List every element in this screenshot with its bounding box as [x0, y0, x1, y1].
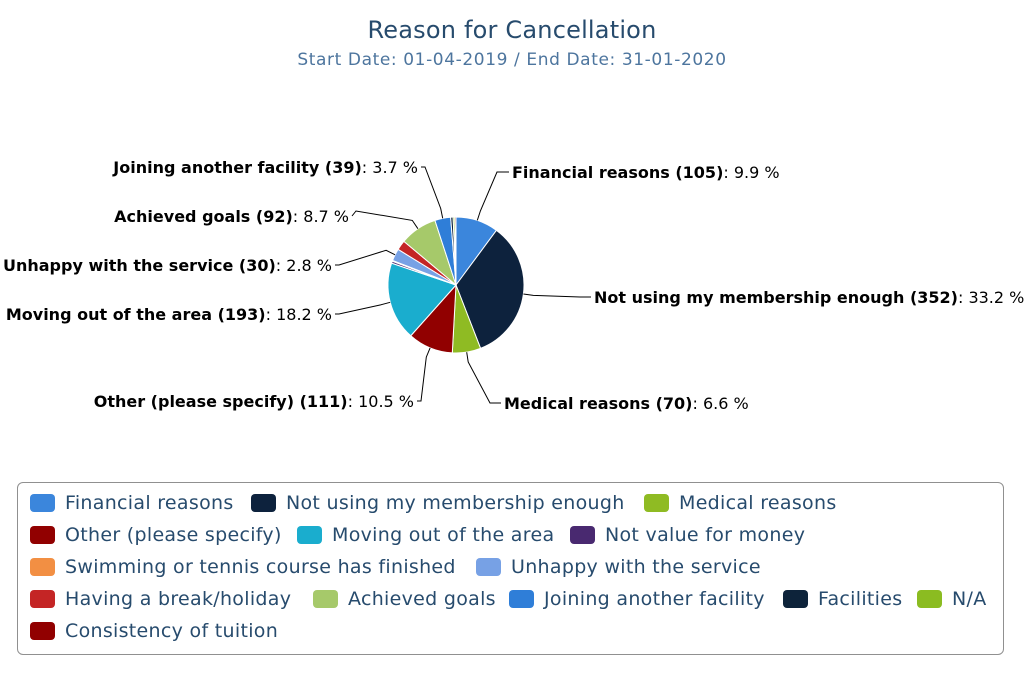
legend-label: Medical reasons: [679, 492, 837, 514]
legend-item[interactable]: Achieved goals: [313, 588, 496, 610]
legend-label: Joining another facility: [544, 588, 765, 610]
legend-item[interactable]: Other (please specify): [30, 524, 282, 546]
legend-item[interactable]: Swimming or tennis course has finished: [30, 556, 456, 578]
legend-label: Other (please specify): [65, 524, 282, 546]
data-label-connector: [523, 293, 591, 298]
legend-item[interactable]: Financial reasons: [30, 492, 234, 514]
legend-label: Moving out of the area: [332, 524, 555, 546]
data-label: Financial reasons (105): 9.9 %: [512, 163, 780, 182]
legend-item[interactable]: Having a break/holiday: [30, 588, 291, 610]
legend-item[interactable]: Facilities: [783, 588, 902, 610]
legend-item[interactable]: Unhappy with the service: [476, 556, 761, 578]
legend-label: Unhappy with the service: [511, 556, 761, 578]
legend-swatch: [251, 494, 276, 512]
legend-swatch: [509, 590, 534, 608]
data-label-connector: [335, 249, 396, 266]
legend-item[interactable]: Not using my membership enough: [251, 492, 625, 514]
data-label: Joining another facility (39): 3.7 %: [112, 158, 418, 177]
legend-label: Not using my membership enough: [286, 492, 625, 514]
legend-label: Facilities: [818, 588, 903, 610]
legend-swatch: [917, 590, 942, 608]
data-label-connector: [335, 301, 391, 315]
legend-swatch: [297, 526, 322, 544]
data-label-connector: [421, 166, 444, 219]
legend-item[interactable]: Medical reasons: [644, 492, 837, 514]
legend-swatch: [783, 590, 808, 608]
data-label-connector: [417, 347, 431, 402]
chart-subtitle: Start Date: 01-04-2019 / End Date: 31-01…: [297, 50, 727, 70]
legend-item[interactable]: Joining another facility: [509, 588, 765, 610]
data-label: Other (please specify) (111): 10.5 %: [94, 392, 414, 411]
data-label: Medical reasons (70): 6.6 %: [504, 394, 749, 413]
legend-label: Not value for money: [605, 524, 806, 546]
pie-slice-4[interactable]: [387, 262, 457, 337]
pie-slice-13[interactable]: [454, 216, 457, 286]
legend-swatch: [30, 494, 55, 512]
legend-swatch: [313, 590, 338, 608]
legend-item[interactable]: N/A: [917, 588, 987, 610]
data-label: Not using my membership enough (352): 33…: [594, 288, 1024, 307]
data-label-connector: [476, 171, 509, 221]
data-label-connector: [351, 210, 419, 229]
legend-label: Consistency of tuition: [65, 620, 279, 642]
legend-swatch: [476, 558, 501, 576]
legend-swatch: [30, 526, 55, 544]
data-label: Unhappy with the service (30): 2.8 %: [3, 256, 332, 275]
legend-item[interactable]: Moving out of the area: [297, 524, 554, 546]
data-label: Moving out of the area (193): 18.2 %: [6, 305, 332, 324]
legend-item[interactable]: Consistency of tuition: [30, 620, 278, 642]
chart-legend: Financial reasons Not using my membership…: [17, 482, 1004, 655]
data-label-connector: [466, 352, 501, 404]
legend-label: Achieved goals: [348, 588, 496, 610]
legend-swatch: [30, 558, 55, 576]
legend-swatch: [30, 590, 55, 608]
legend-label: N/A: [952, 588, 987, 610]
legend-label: Financial reasons: [65, 492, 234, 514]
chart-title: Reason for Cancellation: [367, 16, 657, 44]
legend-swatch: [570, 526, 595, 544]
legend-item[interactable]: Not value for money: [570, 524, 805, 546]
legend-swatch: [644, 494, 669, 512]
legend-swatch: [30, 622, 55, 640]
legend-label: Having a break/holiday: [65, 588, 292, 610]
data-label: Achieved goals (92): 8.7 %: [114, 207, 349, 226]
legend-label: Swimming or tennis course has finished: [65, 556, 456, 578]
